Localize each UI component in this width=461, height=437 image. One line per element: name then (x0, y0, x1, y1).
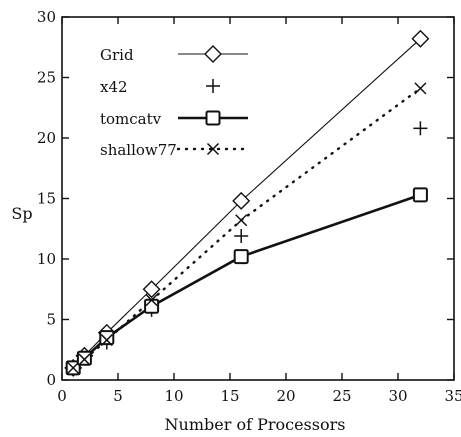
series-line-shallow77 (71, 87, 422, 370)
legend-label-shallow77: shallow77 (100, 141, 177, 159)
ticks-and-labels: 0 5 10 15 20 25 30 35 0 5 10 15 20 25 30 (37, 8, 461, 405)
x-tick-label: 10 (164, 387, 183, 405)
x-tick-label: 5 (113, 387, 123, 405)
y-tick-label: 30 (37, 8, 56, 26)
data-point-grid (232, 191, 251, 210)
x-tick-label: 15 (220, 387, 239, 405)
data-point-shallow77 (414, 82, 427, 95)
series-line-tomcatv (72, 193, 421, 369)
x-tick-label: 30 (388, 387, 407, 405)
legend-marker-x42 (206, 79, 220, 93)
data-point-tomcatv (233, 249, 249, 265)
legend-marker-shallow77 (206, 142, 220, 156)
legend-label-grid: Grid (100, 46, 134, 64)
data-point-tomcatv (144, 298, 160, 314)
legend-label-tomcatv: tomcatv (100, 110, 162, 128)
x-tick-label: 0 (57, 387, 67, 405)
data-point-shallow77 (67, 361, 80, 374)
legend-marker-grid (204, 45, 222, 63)
data-point-tomcatv (412, 187, 428, 203)
data-point-tomcatv (76, 350, 92, 366)
data-point-grid (411, 29, 430, 48)
data-point-x42 (234, 229, 249, 244)
legend: Grid x42 tomcatv shallow77 (100, 45, 250, 159)
y-tick-label: 25 (37, 69, 56, 87)
plot-frame (61, 16, 455, 381)
y-tick-label: 20 (37, 129, 56, 147)
x-tick-label: 35 (444, 387, 461, 405)
legend-label-x42: x42 (100, 78, 128, 96)
x-tick-label: 20 (276, 387, 295, 405)
series-markers (64, 29, 430, 377)
data-point-tomcatv (99, 330, 115, 346)
data-point-shallow77 (78, 353, 91, 366)
y-axis-title: Sp (11, 204, 32, 223)
y-tick-label: 5 (46, 311, 56, 329)
y-tick-label: 0 (46, 371, 56, 389)
data-point-shallow77 (100, 334, 113, 347)
data-point-shallow77 (235, 214, 248, 227)
x-tick-label: 25 (332, 387, 351, 405)
data-point-grid (142, 280, 161, 299)
x-axis-title: Number of Processors (165, 415, 346, 434)
y-tick-label: 10 (37, 250, 56, 268)
legend-marker-tomcatv (205, 110, 221, 126)
data-point-x42 (413, 121, 428, 136)
data-point-shallow77 (145, 294, 158, 307)
y-tick-label: 15 (37, 190, 56, 208)
